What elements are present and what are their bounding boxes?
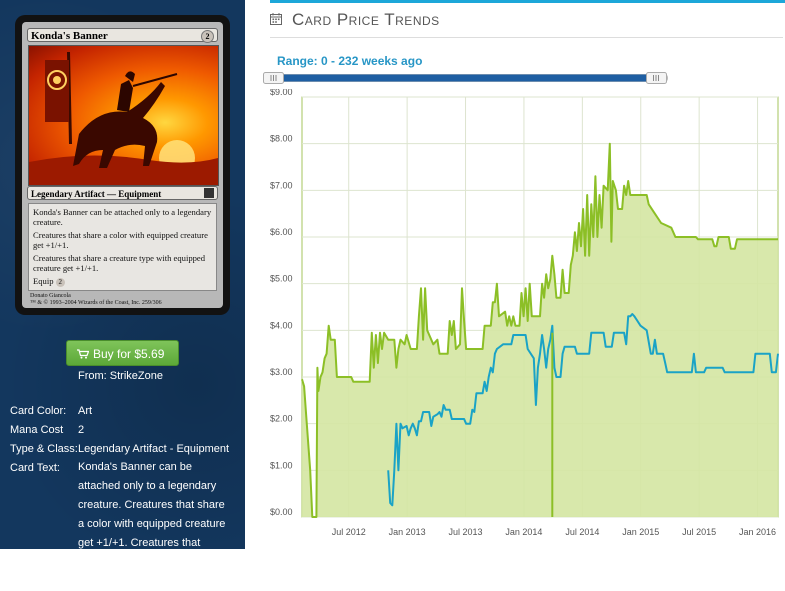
accent-top-border [270,0,785,3]
buy-button-label: Buy for $5.69 [93,347,165,361]
equip-label: Equip [33,276,54,286]
card-frame: Konda's Banner 2 Legendary A [22,22,223,308]
info-label: Card Color: [10,405,67,417]
y-tick-label: $1.00 [270,460,293,470]
card-type-bar: Legendary Artifact — Equipment [27,186,218,200]
calendar-icon [270,13,282,25]
rules-paragraph: Creatures that share a color with equipp… [33,230,208,250]
card-copyright: ™ & © 1993–2004 Wizards of the Coast, In… [30,300,162,306]
card-footer: Donato Giancola ™ & © 1993–2004 Wizards … [30,293,162,307]
x-tick-label: Jan 2015 [622,527,659,537]
y-tick-label: $2.00 [270,414,293,424]
card-text-value: Konda's Banner can be attached only to a… [78,461,226,587]
y-tick-label: $6.00 [270,227,293,237]
card-text-box: Konda's Banner can be attached only to a… [28,203,217,291]
y-tick-label: $3.00 [270,367,293,377]
info-label: Mana Cost [10,424,64,436]
y-tick-label: $7.00 [270,180,293,190]
y-tick-label: $8.00 [270,134,293,144]
info-value: Legendary Artifact - Equipment [78,443,230,455]
y-tick-label: $9.00 [270,89,293,97]
card-art [28,45,219,186]
series-line [301,142,778,518]
slider-handle-left[interactable] [263,72,284,84]
range-slider[interactable] [263,72,668,84]
card-name: Konda's Banner [31,30,108,42]
card-image: Konda's Banner 2 Legendary A [15,15,230,315]
y-tick-label: $5.00 [270,274,293,284]
card-artist: Donato Giancola [30,293,71,299]
range-slider-fill [272,74,658,82]
card-art-illustration [29,52,218,185]
section-divider [270,37,783,38]
x-tick-label: Jul 2013 [449,527,483,537]
info-value: 2 [78,424,85,436]
x-tick-label: Jan 2016 [739,527,776,537]
card-title-bar: Konda's Banner 2 [27,28,218,43]
y-tick-label: $0.00 [270,507,293,517]
info-label: Type & Class: [10,443,78,455]
x-tick-label: Jul 2015 [682,527,716,537]
price-trend-chart: $0.00 $1.00 $2.00 $3.00 $4.00 $5.00 $6.00 $7.00… [270,89,779,537]
y-tick-label: $4.00 [270,320,293,330]
shopping-cart-icon [77,349,89,359]
x-tick-label: Jan 2013 [389,527,426,537]
equip-cost-symbol: 2 [55,278,65,287]
slider-handle-right[interactable] [646,72,667,84]
x-tick-label: Jul 2012 [332,527,366,537]
info-label: Card Text: [10,462,60,474]
rules-paragraph: Creatures that share a creature type wit… [33,253,206,273]
set-symbol-icon [204,188,214,198]
buy-button[interactable]: Buy for $5.69 [66,340,179,366]
equip-line: Equip 2 [33,276,212,287]
vendor-label: From: StrikeZone [78,370,163,382]
series-area-fill [302,143,778,517]
info-value: Art [78,405,93,417]
range-label: Range: 0 - 232 weeks ago [277,54,423,68]
x-tick-label: Jul 2014 [565,527,599,537]
rules-paragraph: Konda's Banner can be attached only to a… [33,207,212,227]
card-type-line: Legendary Artifact — Equipment [31,189,162,199]
series-line [387,313,779,507]
sidebar: Konda's Banner 2 Legendary A [0,0,245,587]
section-title: Card Price Trends [292,10,440,29]
mana-cost-symbol: 2 [201,30,214,43]
x-tick-label: Jan 2014 [505,527,542,537]
